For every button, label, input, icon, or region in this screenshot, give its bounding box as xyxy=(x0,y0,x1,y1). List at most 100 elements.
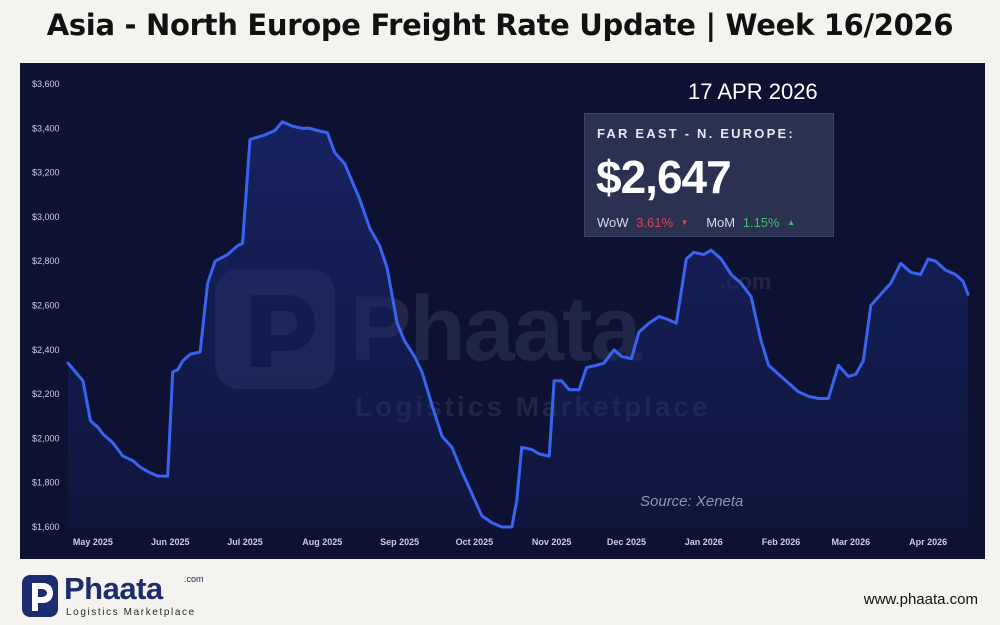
data-point xyxy=(147,470,149,473)
data-point xyxy=(847,375,850,378)
x-tick-label: Aug 2025 xyxy=(302,537,342,547)
down-arrow-icon: ▼ xyxy=(680,218,689,227)
rate-value: $2,647 xyxy=(596,151,732,203)
series-area xyxy=(68,121,968,527)
x-tick-label: May 2025 xyxy=(73,537,113,547)
data-point xyxy=(451,446,453,449)
x-tick-label: Jun 2025 xyxy=(151,537,190,547)
data-point xyxy=(274,129,276,132)
mom-label: MoM xyxy=(706,215,736,230)
data-point xyxy=(301,127,304,130)
data-point xyxy=(807,395,810,398)
data-point xyxy=(837,364,840,367)
x-tick-label: Feb 2026 xyxy=(762,537,801,547)
data-point xyxy=(665,318,668,320)
data-point xyxy=(264,134,266,136)
data-point xyxy=(181,360,184,362)
data-point xyxy=(351,180,354,183)
data-point xyxy=(74,371,77,373)
data-point xyxy=(441,435,443,438)
source-label: Source: Xeneta xyxy=(640,493,744,510)
data-point xyxy=(962,280,964,282)
data-point xyxy=(501,526,503,528)
data-point xyxy=(787,382,790,384)
data-point xyxy=(132,459,134,462)
data-point xyxy=(638,331,640,333)
data-point xyxy=(620,355,623,358)
data-point xyxy=(967,293,969,296)
data-point xyxy=(326,131,329,134)
mom-value: 1.15% xyxy=(742,215,780,230)
data-point xyxy=(249,138,251,141)
data-point xyxy=(919,273,922,276)
y-tick-label: $2,200 xyxy=(32,389,60,399)
data-point xyxy=(613,349,615,351)
data-point xyxy=(585,366,588,369)
data-point xyxy=(827,397,830,400)
data-point xyxy=(934,260,937,262)
data-point xyxy=(256,136,259,138)
data-point xyxy=(214,260,216,262)
data-point xyxy=(461,470,463,473)
data-point xyxy=(89,419,92,422)
data-point xyxy=(595,364,598,367)
change-row: WoW 3.61% ▼ MoM 1.15% ▲ xyxy=(597,215,809,230)
data-point xyxy=(171,371,174,373)
data-point xyxy=(685,258,688,260)
data-point xyxy=(471,493,473,495)
data-point xyxy=(578,388,580,391)
data-point xyxy=(538,453,540,455)
data-point xyxy=(199,351,201,353)
data-point xyxy=(334,151,336,154)
data-point xyxy=(82,380,84,382)
data-point xyxy=(241,242,244,245)
data-point xyxy=(777,373,780,376)
data-point xyxy=(511,526,513,528)
data-point xyxy=(658,315,660,318)
data-point xyxy=(316,129,319,132)
data-point xyxy=(548,455,550,457)
data-point xyxy=(648,322,650,325)
data-point xyxy=(730,273,732,276)
data-point xyxy=(767,364,770,367)
data-point xyxy=(797,391,800,393)
data-point xyxy=(909,271,912,274)
data-point xyxy=(291,125,294,127)
page-title: Asia - North Europe Freight Rate Update … xyxy=(46,8,954,42)
x-tick-label: Apr 2026 xyxy=(909,537,947,547)
x-tick-label: Sep 2025 xyxy=(380,537,419,547)
y-tick-label: $3,400 xyxy=(32,123,60,133)
y-tick-label: $2,400 xyxy=(32,345,60,355)
website-link[interactable]: www.phaata.com xyxy=(863,591,978,608)
data-point xyxy=(368,227,371,229)
data-point xyxy=(112,442,114,444)
data-point xyxy=(206,282,209,285)
wow-value: 3.61% xyxy=(636,215,674,230)
data-point xyxy=(603,362,605,364)
phaata-logo-icon xyxy=(22,575,58,617)
phaata-logo[interactable]: Phaata .com Logistics Marketplace xyxy=(22,571,262,621)
data-point xyxy=(954,273,957,276)
data-point xyxy=(67,362,69,364)
data-point xyxy=(879,293,882,296)
logo-com: .com xyxy=(184,574,204,584)
y-tick-label: $2,600 xyxy=(32,301,60,311)
rate-heading: FAR EAST - N. EUROPE: xyxy=(597,126,795,141)
data-point xyxy=(226,253,229,256)
data-point xyxy=(343,162,346,165)
data-point xyxy=(675,322,678,325)
x-tick-label: Oct 2025 xyxy=(456,537,494,547)
data-point xyxy=(899,262,902,265)
wow-label: WoW xyxy=(597,215,629,230)
data-point xyxy=(481,515,483,517)
data-point xyxy=(403,340,406,342)
data-point xyxy=(740,282,742,285)
data-point xyxy=(750,295,752,298)
data-point xyxy=(944,269,947,271)
data-point xyxy=(889,282,892,285)
data-point xyxy=(176,368,179,371)
y-tick-label: $2,800 xyxy=(32,256,60,266)
data-point xyxy=(386,267,388,269)
data-point xyxy=(530,448,533,451)
logo-name: Phaata xyxy=(64,571,163,606)
